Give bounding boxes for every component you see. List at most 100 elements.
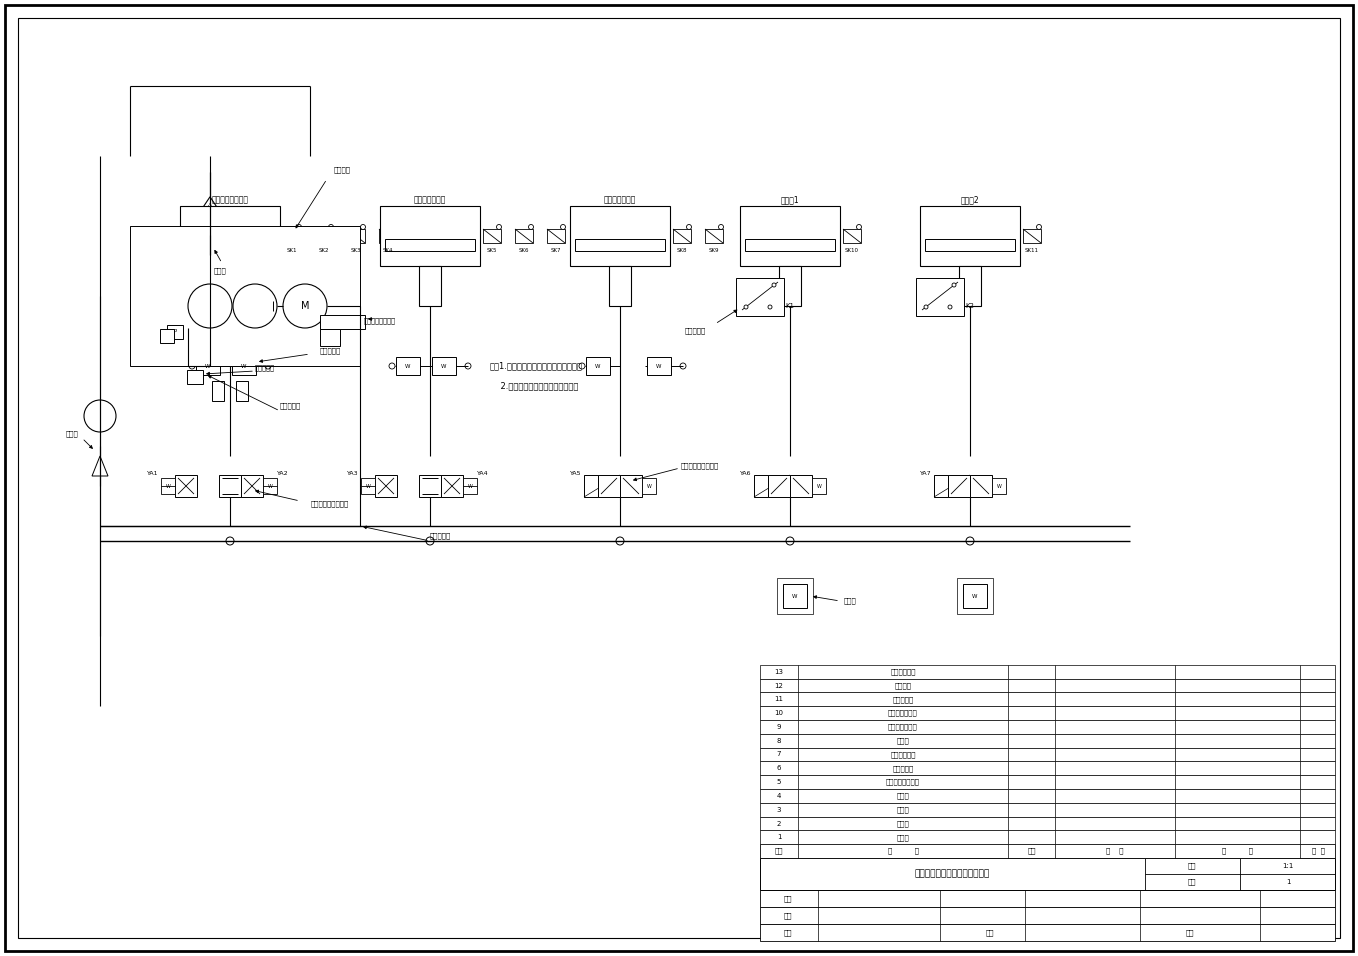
Bar	[917, 278, 964, 316]
Text: YA1: YA1	[147, 470, 159, 475]
Circle shape	[329, 225, 334, 229]
Bar	[760, 890, 1335, 907]
Bar	[420, 266, 441, 306]
Text: 行程开关: 行程开关	[334, 166, 350, 173]
Text: 液压泵: 液压泵	[896, 793, 910, 799]
Bar	[919, 206, 1020, 266]
Text: 钻孔滑台液压缸: 钻孔滑台液压缸	[414, 195, 447, 205]
Text: K2: K2	[966, 303, 975, 309]
Bar	[760, 692, 1335, 706]
Text: 夹紧缸2: 夹紧缸2	[960, 195, 979, 205]
Circle shape	[948, 305, 952, 309]
Text: 5: 5	[777, 779, 781, 785]
Text: 先导型电磁溢流阀: 先导型电磁溢流阀	[885, 779, 919, 786]
Circle shape	[388, 363, 395, 369]
Bar	[236, 381, 249, 401]
Bar	[760, 816, 1335, 831]
Text: K1: K1	[785, 303, 794, 309]
Text: SK3: SK3	[350, 248, 361, 252]
Text: 二位四通电磁换向阀: 二位四通电磁换向阀	[680, 463, 720, 469]
Bar	[674, 229, 691, 243]
Text: 2: 2	[777, 820, 781, 827]
Text: SK2: SK2	[319, 248, 329, 252]
Text: 二位四通换向阀: 二位四通换向阀	[888, 724, 918, 730]
Text: 滤油器: 滤油器	[896, 834, 910, 840]
Bar	[483, 229, 501, 243]
Bar	[760, 907, 1335, 924]
Circle shape	[360, 225, 365, 229]
Bar	[777, 578, 813, 614]
Circle shape	[680, 363, 686, 369]
Text: 数量: 数量	[1188, 879, 1196, 885]
Circle shape	[296, 225, 301, 229]
Text: 滤油器: 滤油器	[213, 267, 227, 273]
Circle shape	[528, 225, 534, 229]
Bar	[219, 266, 240, 306]
Text: SK11: SK11	[1025, 248, 1039, 252]
Bar	[160, 329, 174, 343]
Text: 材料: 材料	[1186, 929, 1194, 936]
Bar	[432, 357, 456, 375]
Bar	[361, 478, 375, 494]
Text: 3: 3	[777, 807, 781, 813]
Bar	[957, 578, 993, 614]
Bar	[375, 475, 397, 497]
Bar	[843, 229, 861, 243]
Bar	[959, 266, 980, 306]
Circle shape	[769, 305, 771, 309]
Text: W: W	[646, 484, 652, 489]
Circle shape	[718, 225, 724, 229]
Text: 压力继电器: 压力继电器	[892, 696, 914, 703]
Text: 压力继电器: 压力继电器	[684, 328, 706, 335]
Bar	[219, 475, 240, 497]
Circle shape	[744, 305, 748, 309]
Text: 设计: 设计	[784, 929, 792, 936]
Circle shape	[282, 284, 327, 328]
Text: W: W	[405, 363, 410, 368]
Bar	[463, 478, 477, 494]
Bar	[320, 315, 365, 329]
Bar	[925, 239, 1014, 251]
Bar	[386, 239, 475, 251]
Bar	[187, 370, 202, 384]
Text: 移动工件台液压缸: 移动工件台液压缸	[212, 195, 249, 205]
Text: SK5: SK5	[486, 248, 497, 252]
Bar	[760, 924, 1335, 941]
Text: W: W	[205, 363, 210, 368]
Bar	[315, 229, 333, 243]
Text: 液控单向阀: 液控单向阀	[892, 765, 914, 771]
Bar	[263, 478, 277, 494]
Text: 注：1.工件未夹紧，其他动作不能进行；: 注：1.工件未夹紧，其他动作不能进行；	[490, 361, 583, 371]
Bar	[760, 664, 1335, 679]
Bar	[232, 357, 257, 375]
Text: SK4: SK4	[383, 248, 394, 252]
Text: W: W	[166, 484, 171, 489]
Text: 蓄能器管路: 蓄能器管路	[429, 532, 451, 539]
Bar	[740, 206, 841, 266]
Circle shape	[579, 363, 585, 369]
Circle shape	[265, 363, 272, 369]
Text: W: W	[972, 594, 978, 598]
Text: 6: 6	[777, 766, 781, 771]
Circle shape	[392, 225, 398, 229]
Bar	[754, 475, 769, 497]
Text: 1: 1	[777, 835, 781, 840]
Circle shape	[771, 283, 775, 287]
Bar	[642, 478, 656, 494]
Bar	[760, 844, 1335, 858]
Circle shape	[857, 225, 861, 229]
Bar	[282, 229, 301, 243]
Text: 溢流阀: 溢流阀	[843, 598, 857, 604]
Bar	[380, 206, 479, 266]
Bar	[175, 475, 197, 497]
Text: M: M	[300, 301, 310, 311]
Text: W: W	[816, 484, 822, 489]
Bar	[760, 775, 1335, 789]
Circle shape	[952, 283, 956, 287]
Text: W: W	[595, 363, 600, 368]
Bar	[760, 748, 1335, 761]
Bar	[608, 266, 631, 306]
Text: W: W	[441, 363, 447, 368]
Text: 直动型溢流阀: 直动型溢流阀	[891, 751, 915, 758]
Bar	[181, 206, 280, 266]
